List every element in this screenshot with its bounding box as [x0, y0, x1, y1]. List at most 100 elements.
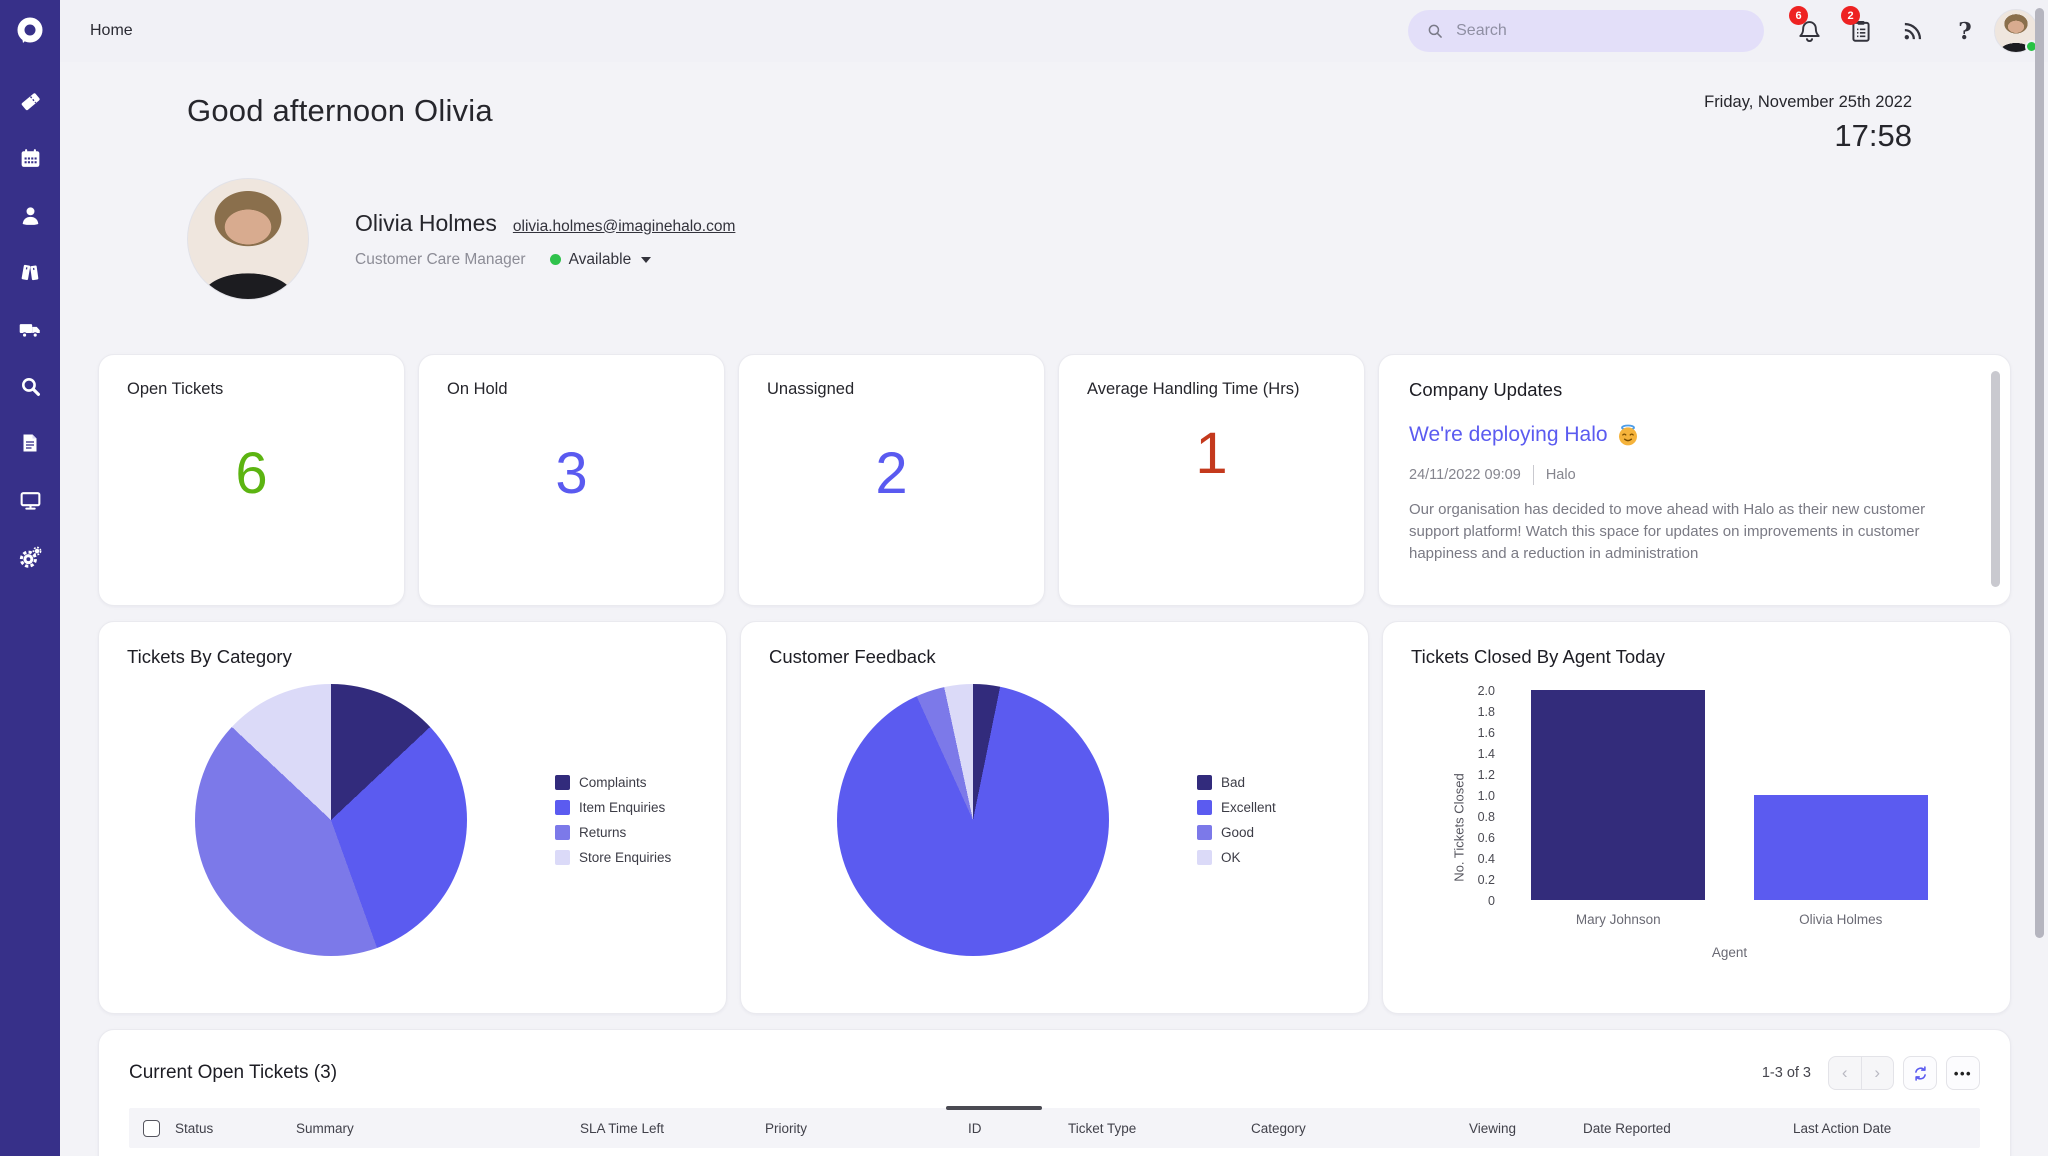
col-header-summary[interactable]: Summary: [296, 1120, 354, 1136]
notifications-badge: 6: [1789, 6, 1808, 25]
y-tick-label: 0.2: [1477, 873, 1495, 887]
stat-label: Open Tickets: [127, 380, 224, 398]
table-header-row: Status Summary SLA Time Left Priority ID…: [129, 1105, 1980, 1148]
sidebar: [0, 0, 60, 1156]
tickets-by-category-card: Tickets By Category Complaints Item Enqui…: [98, 621, 727, 1014]
legend-item[interactable]: Excellent: [1197, 800, 1276, 815]
rss-icon: [1904, 22, 1922, 40]
legend-swatch: [1197, 825, 1212, 840]
col-header-date-reported[interactable]: Date Reported: [1583, 1120, 1671, 1136]
help-icon: ?: [1958, 17, 1972, 45]
profile-name: Olivia Holmes: [355, 209, 497, 236]
stat-label: Average Handling Time (Hrs): [1087, 380, 1300, 398]
legend-label: Good: [1221, 825, 1255, 840]
chart-legend: Bad Excellent Good OK: [1197, 775, 1276, 865]
current-open-tickets-card: Current Open Tickets (3) 1-3 of 3 ‹ ›: [98, 1029, 2011, 1156]
tasks-button[interactable]: 2: [1838, 6, 1884, 55]
legend-label: Returns: [579, 825, 627, 840]
legend-label: OK: [1221, 850, 1241, 865]
user-avatar[interactable]: [1994, 9, 2038, 53]
current-date: Friday, November 25th 2022: [1704, 93, 1912, 111]
col-header-viewing[interactable]: Viewing: [1469, 1120, 1517, 1136]
col-header-ticket-type[interactable]: Ticket Type: [1068, 1120, 1137, 1136]
more-options-button[interactable]: •••: [1946, 1056, 1980, 1090]
col-header-id[interactable]: ID: [946, 1105, 1068, 1136]
divider: [1532, 465, 1534, 485]
sidebar-item-assets[interactable]: [17, 487, 43, 513]
breadcrumb[interactable]: Home: [90, 22, 133, 39]
app-logo[interactable]: [0, 0, 60, 62]
legend-label: Bad: [1221, 775, 1246, 790]
y-tick-label: 0.6: [1477, 831, 1495, 845]
stat-card-avg-handling-time[interactable]: Average Handling Time (Hrs) 1: [1058, 354, 1365, 606]
topbar: Home 6 2: [60, 0, 2048, 62]
feed-button[interactable]: [1890, 7, 1936, 55]
stat-value: 6: [235, 440, 268, 506]
legend-item[interactable]: Complaints: [555, 775, 671, 790]
legend-swatch: [1197, 800, 1212, 815]
profile-role: Customer Care Manager: [355, 250, 526, 268]
sidebar-item-tickets[interactable]: [17, 88, 43, 114]
sidebar-item-reports[interactable]: [17, 430, 43, 456]
search-icon: [21, 377, 40, 396]
page-scrollbar[interactable]: [2035, 8, 2044, 938]
sidebar-item-calendar[interactable]: [17, 145, 43, 171]
monitor-icon: [20, 491, 40, 510]
chevron-left-icon: ‹: [1841, 1063, 1848, 1082]
stat-value: 3: [555, 440, 588, 506]
legend-swatch: [1197, 850, 1212, 865]
update-body: Our organisation has decided to move ahe…: [1409, 501, 1926, 563]
availability-dot: [549, 254, 561, 265]
legend-swatch: [555, 850, 570, 865]
pagination-count: 1-3 of 3: [1761, 1065, 1811, 1081]
col-header-status[interactable]: Status: [175, 1120, 214, 1136]
customer-feedback-pie[interactable]: [837, 684, 1109, 956]
customer-feedback-card: Customer Feedback Bad Excellent Good OK: [740, 621, 1369, 1014]
legend-label: Store Enquiries: [579, 850, 672, 865]
legend-item[interactable]: Good: [1197, 825, 1276, 840]
stat-label: On Hold: [447, 380, 508, 398]
stat-card-unassigned[interactable]: Unassigned 2: [738, 354, 1045, 606]
sidebar-item-settings[interactable]: [17, 544, 43, 570]
company-updates-card: Company Updates We're deploying Halo 24/…: [1378, 354, 2011, 606]
notifications-button[interactable]: 6: [1786, 6, 1832, 55]
col-header-last-action[interactable]: Last Action Date: [1793, 1120, 1892, 1136]
bar-plot: 2.0 1.8 1.6 1.4 1.2 1.0 0.8 0.6 0.4 0.2 0: [1478, 684, 1952, 908]
search-icon: [1428, 24, 1442, 38]
next-page-button[interactable]: ›: [1862, 1057, 1894, 1089]
update-post-link[interactable]: We're deploying Halo: [1409, 423, 1980, 447]
col-header-priority[interactable]: Priority: [765, 1120, 808, 1136]
legend-item[interactable]: Bad: [1197, 775, 1276, 790]
stat-value: 1: [1195, 420, 1228, 486]
prev-page-button[interactable]: ‹: [1829, 1057, 1862, 1089]
stat-card-open-tickets[interactable]: Open Tickets 6: [98, 354, 405, 606]
search-input[interactable]: [1456, 22, 1746, 40]
y-tick-label: 1.8: [1477, 705, 1495, 719]
availability-dropdown[interactable]: Available: [549, 251, 652, 269]
legend-item[interactable]: Returns: [555, 825, 671, 840]
col-header-category[interactable]: Category: [1251, 1120, 1306, 1136]
legend-item[interactable]: Store Enquiries: [555, 850, 671, 865]
sidebar-item-search[interactable]: [17, 373, 43, 399]
x-tick-label: Olivia Holmes: [1799, 912, 1883, 927]
bar-olivia-holmes[interactable]: [1753, 795, 1928, 900]
card-scrollbar[interactable]: [1991, 371, 2000, 587]
legend-item[interactable]: Item Enquiries: [555, 800, 671, 815]
y-axis-ticks: 2.0 1.8 1.6 1.4 1.2 1.0 0.8 0.6 0.4 0.2 0: [1455, 684, 1495, 908]
chart-title: Customer Feedback: [769, 646, 936, 667]
halo-logo-icon: [17, 17, 43, 43]
search-box[interactable]: [1408, 10, 1764, 52]
table-row[interactable]: IN PROGRESS Item Issue 11:01 Low 0002160…: [129, 1148, 1980, 1156]
col-header-sla[interactable]: SLA Time Left: [580, 1120, 665, 1136]
sidebar-item-users[interactable]: [17, 202, 43, 228]
select-all-checkbox[interactable]: [143, 1119, 160, 1137]
help-button[interactable]: ?: [1942, 7, 1988, 55]
stat-card-on-hold[interactable]: On Hold 3: [418, 354, 725, 606]
profile-email-link[interactable]: olivia.holmes@imaginehalo.com: [512, 217, 736, 235]
legend-item[interactable]: OK: [1197, 850, 1276, 865]
bar-mary-johnson[interactable]: [1531, 690, 1706, 900]
sidebar-item-knowledge-base[interactable]: [17, 259, 43, 285]
tickets-by-category-pie[interactable]: [195, 684, 467, 956]
sidebar-item-deliveries[interactable]: [17, 316, 43, 342]
refresh-button[interactable]: [1903, 1056, 1937, 1090]
